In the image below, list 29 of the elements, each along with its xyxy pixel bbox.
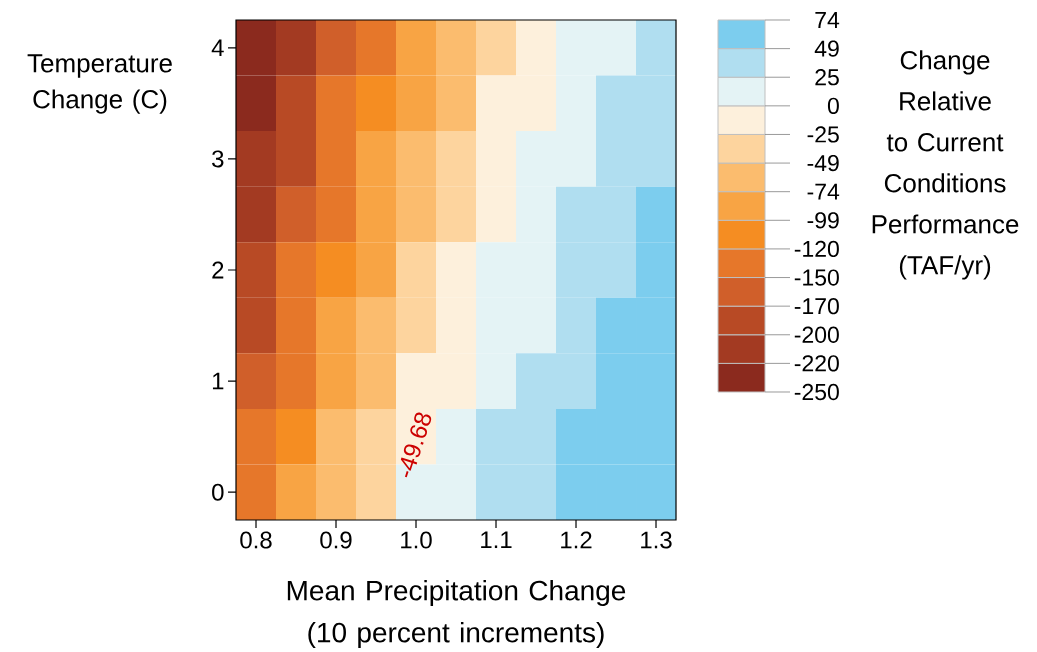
color-bar-label: -220 — [794, 355, 839, 372]
x-tick-label: 1.2 — [561, 531, 592, 549]
color-bar-label: -25 — [807, 126, 839, 143]
color-bar-label: 25 — [815, 69, 839, 86]
x-tick-label: 0.8 — [240, 531, 272, 549]
color-bar-label: 49 — [814, 40, 839, 57]
x-tick-label: 1.3 — [641, 531, 672, 549]
y-tick-label: 1 — [212, 372, 224, 390]
y-axis-title: Temperature Change (C) — [27, 54, 172, 114]
color-bar-label: -250 — [794, 383, 839, 401]
color-bar-label: -120 — [794, 240, 839, 258]
color-bar-label: -49 — [807, 154, 839, 172]
annotation: -49.68 — [400, 412, 432, 478]
color-bar-label: 0 — [827, 97, 839, 114]
color-bar-label: -150 — [794, 269, 839, 286]
color-bar-title: Change Relative to Current Conditions Performance (TAF/yr) — [872, 50, 1019, 280]
y-tick-label: 4 — [211, 39, 224, 57]
y-tick-label: 3 — [212, 150, 224, 168]
color-bar-label: -74 — [807, 183, 840, 200]
color-bar-label: 74 — [815, 12, 840, 28]
x-tick-label: 1.1 — [481, 531, 512, 549]
y-tick-label: 2 — [212, 261, 224, 279]
x-tick-label: 1.0 — [401, 531, 432, 549]
x-axis-title: Mean Precipitation Change (10 percent increments) — [287, 579, 626, 649]
x-tick-label: 0.9 — [320, 531, 352, 549]
color-bar-label: -200 — [794, 326, 839, 343]
color-bar-label: -170 — [794, 298, 839, 315]
color-bar-label: -99 — [807, 212, 839, 229]
y-tick-label: 0 — [212, 483, 224, 501]
